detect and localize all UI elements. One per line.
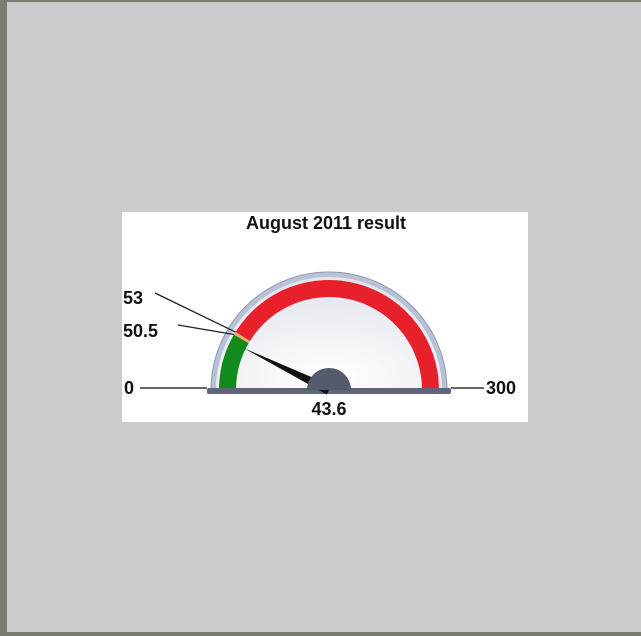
threshold-label: 53 bbox=[123, 288, 143, 308]
gauge-band bbox=[234, 332, 250, 344]
min-label: 0 bbox=[124, 378, 134, 398]
gauge-band bbox=[235, 280, 439, 390]
gauge-band bbox=[219, 334, 249, 390]
gauge-base bbox=[207, 388, 451, 394]
threshold-leader bbox=[177, 324, 235, 336]
left-border bbox=[0, 0, 7, 636]
value-label: 43.6 bbox=[311, 399, 346, 419]
threshold-label: 50.5 bbox=[123, 321, 158, 341]
threshold-leader bbox=[154, 292, 236, 333]
chart-title: August 2011 result bbox=[246, 213, 406, 233]
bottom-border bbox=[0, 632, 641, 636]
max-label: 300 bbox=[486, 378, 516, 398]
needle-hub bbox=[307, 368, 351, 390]
top-border bbox=[0, 0, 641, 2]
